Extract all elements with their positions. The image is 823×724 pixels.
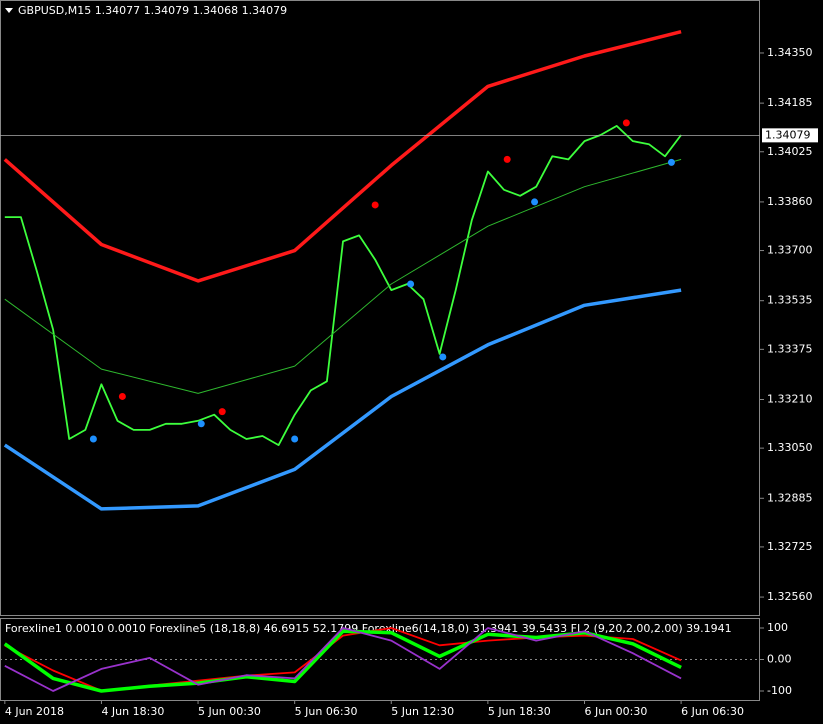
signal-dot bbox=[622, 119, 630, 127]
main-frame bbox=[0, 0, 760, 616]
y-tick-label: 100 bbox=[767, 621, 788, 634]
signal-dot bbox=[531, 198, 539, 206]
signal-dot bbox=[89, 435, 97, 443]
y-tick-label: 1.33700 bbox=[767, 244, 813, 257]
x-tick-label: 6 Jun 00:30 bbox=[584, 705, 647, 718]
current-price-label: 1.34079 bbox=[765, 128, 811, 141]
signal-dot bbox=[218, 408, 226, 416]
y-tick-label: 0.00 bbox=[767, 653, 792, 666]
series-line bbox=[3, 288, 682, 511]
current-price-box bbox=[762, 128, 818, 143]
signal-dot bbox=[197, 420, 205, 428]
y-tick-label: 1.33050 bbox=[767, 441, 813, 454]
series-line bbox=[3, 30, 682, 283]
x-tick-label: 5 Jun 06:30 bbox=[295, 705, 358, 718]
y-tick-label: 1.32725 bbox=[767, 540, 813, 553]
signal-dot bbox=[667, 158, 675, 166]
y-tick-label: 1.34185 bbox=[767, 96, 813, 109]
x-tick-label: 4 Jun 2018 bbox=[5, 705, 64, 718]
x-tick-label: 5 Jun 18:30 bbox=[488, 705, 551, 718]
y-tick-label: 1.33860 bbox=[767, 195, 813, 208]
y-tick-label: -100 bbox=[767, 684, 792, 697]
x-tick-label: 6 Jun 06:30 bbox=[681, 705, 744, 718]
x-tick-label: 5 Jun 00:30 bbox=[198, 705, 261, 718]
indicator-header: Forexline1 0.0010 0.0010 Forexline5 (18,… bbox=[5, 622, 732, 635]
signal-dot bbox=[407, 280, 415, 288]
y-tick-label: 1.34350 bbox=[767, 46, 813, 59]
signal-dot bbox=[291, 435, 299, 443]
symbol-header: GBPUSD,M15 1.34077 1.34079 1.34068 1.340… bbox=[18, 4, 287, 17]
signal-dot bbox=[503, 155, 511, 163]
menu-triangle[interactable] bbox=[5, 8, 13, 13]
signal-dot bbox=[439, 353, 447, 361]
signal-dot bbox=[371, 201, 379, 209]
signal-dot bbox=[118, 392, 126, 400]
y-tick-label: 1.33210 bbox=[767, 392, 813, 405]
y-tick-label: 1.33375 bbox=[767, 342, 813, 355]
x-tick-label: 5 Jun 12:30 bbox=[391, 705, 454, 718]
y-tick-label: 1.32885 bbox=[767, 491, 813, 504]
series-line bbox=[4, 627, 682, 692]
y-tick-label: 1.33535 bbox=[767, 294, 813, 307]
x-tick-label: 4 Jun 18:30 bbox=[101, 705, 164, 718]
y-tick-label: 1.32560 bbox=[767, 590, 813, 603]
y-tick-label: 1.34025 bbox=[767, 145, 813, 158]
series-line bbox=[4, 125, 682, 446]
series-line bbox=[4, 158, 682, 394]
